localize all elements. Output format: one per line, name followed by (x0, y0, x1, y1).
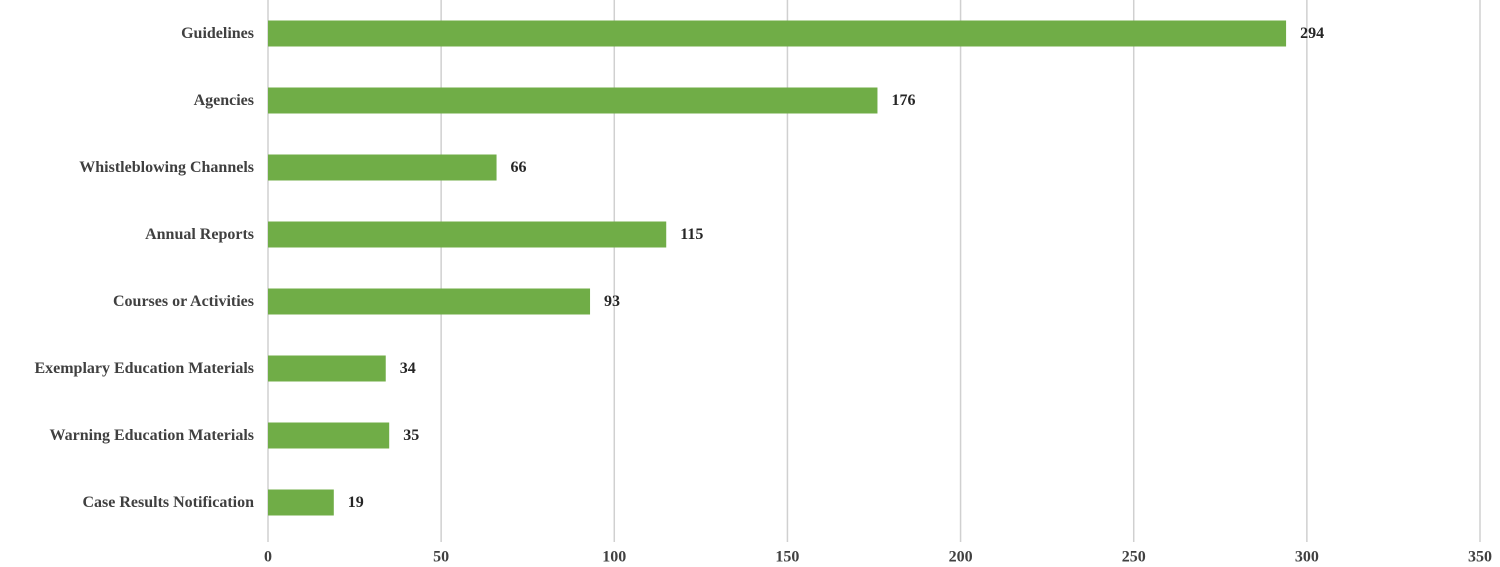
data-label: 176 (891, 92, 915, 109)
x-tick-label: 150 (775, 549, 799, 566)
data-label: 34 (400, 360, 416, 377)
x-tick-label: 300 (1295, 549, 1319, 566)
data-label: 66 (511, 159, 527, 176)
bar (268, 221, 667, 248)
bar (268, 355, 386, 382)
y-tick-label: Warning Education Materials (50, 427, 254, 444)
x-tick-label: 350 (1468, 549, 1492, 566)
data-label: 35 (403, 427, 419, 444)
x-tick-label: 50 (433, 549, 449, 566)
y-tick-label: Guidelines (181, 25, 254, 42)
y-tick-label: Courses or Activities (113, 293, 254, 310)
bar (268, 288, 591, 315)
y-tick-label: Case Results Notification (82, 494, 254, 511)
data-label: 19 (348, 494, 364, 511)
x-tick-label: 0 (264, 549, 272, 566)
x-tick-label: 200 (949, 549, 973, 566)
x-tick-label: 100 (602, 549, 626, 566)
data-label: 93 (604, 293, 620, 310)
y-tick-label: Annual Reports (145, 226, 254, 243)
data-label: 294 (1300, 25, 1324, 42)
y-tick-label: Whistleblowing Channels (79, 159, 254, 176)
data-label: 115 (680, 226, 703, 243)
y-tick-label: Agencies (194, 92, 254, 109)
bar (268, 489, 334, 516)
bar (268, 422, 390, 449)
y-tick-label: Exemplary Education Materials (34, 360, 254, 377)
bar (268, 20, 1287, 47)
bar (268, 154, 497, 181)
x-tick-label: 250 (1122, 549, 1146, 566)
bar (268, 87, 878, 114)
